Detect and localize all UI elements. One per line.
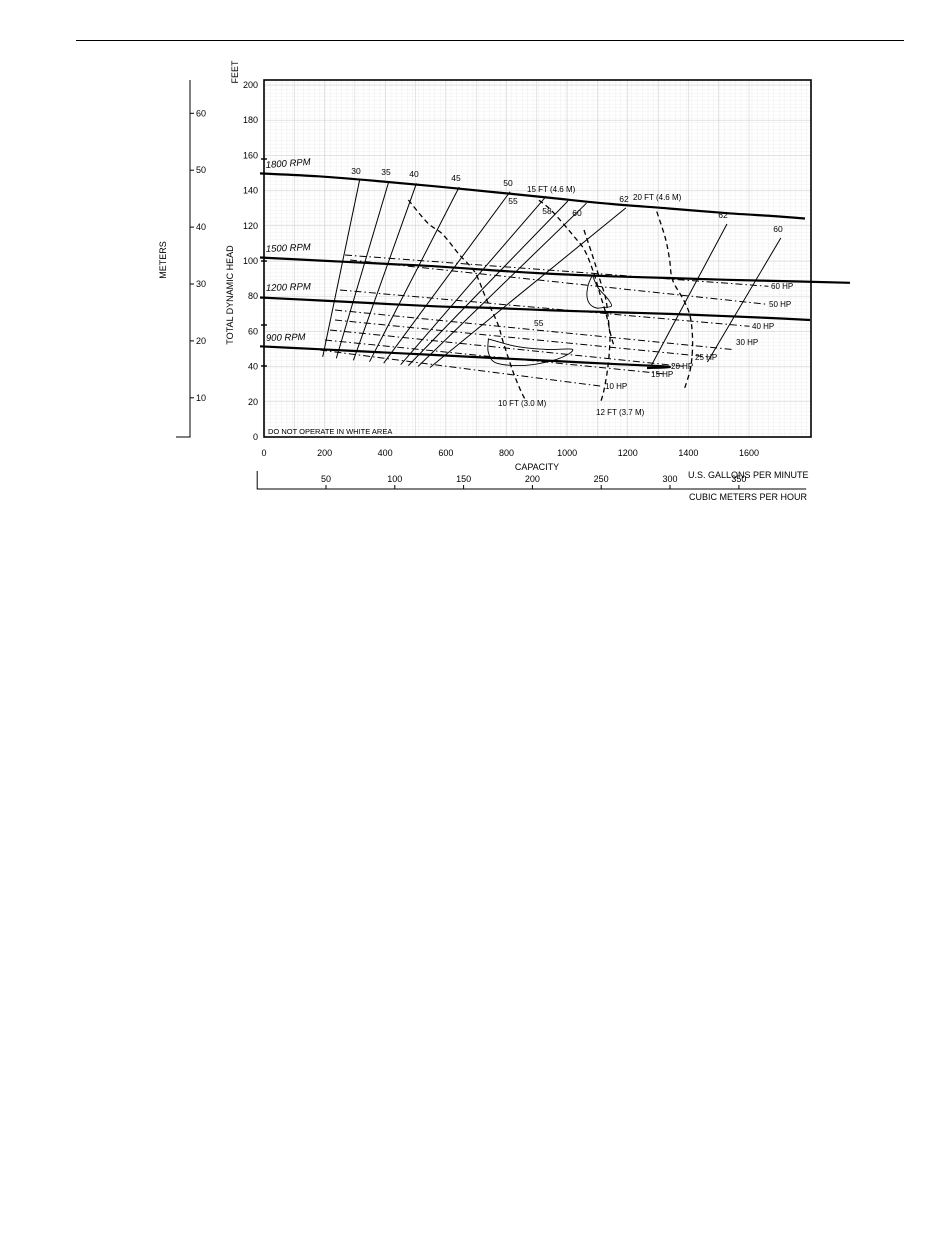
svg-text:55: 55: [534, 318, 544, 328]
svg-text:U.S. GALLONS PER MINUTE: U.S. GALLONS PER MINUTE: [688, 470, 809, 480]
svg-text:1600: 1600: [739, 448, 759, 458]
svg-text:20: 20: [248, 397, 258, 407]
svg-text:10 FT (3.0 M): 10 FT (3.0 M): [498, 399, 547, 408]
svg-text:600: 600: [438, 448, 453, 458]
svg-text:20: 20: [196, 336, 206, 346]
svg-text:100: 100: [387, 474, 402, 484]
svg-text:800: 800: [499, 448, 514, 458]
svg-text:50 HP: 50 HP: [769, 300, 791, 309]
svg-text:35: 35: [381, 167, 391, 177]
svg-text:15 HP: 15 HP: [651, 370, 673, 379]
svg-text:50: 50: [321, 474, 331, 484]
svg-text:METERS: METERS: [158, 241, 168, 279]
svg-text:50: 50: [196, 165, 206, 175]
svg-text:CUBIC METERS PER HOUR: CUBIC METERS PER HOUR: [689, 492, 808, 502]
svg-text:80: 80: [248, 291, 258, 301]
svg-text:DO NOT OPERATE IN WHITE AREA: DO NOT OPERATE IN WHITE AREA: [268, 427, 392, 436]
svg-text:1500 RPM: 1500 RPM: [266, 242, 311, 255]
svg-text:100: 100: [243, 256, 258, 266]
svg-text:FEET: FEET: [230, 60, 240, 84]
svg-text:58: 58: [542, 206, 552, 216]
svg-text:200: 200: [525, 474, 540, 484]
svg-text:40 HP: 40 HP: [752, 322, 774, 331]
svg-text:55: 55: [508, 196, 518, 206]
svg-text:10: 10: [196, 393, 206, 403]
svg-text:CAPACITY: CAPACITY: [515, 462, 559, 472]
svg-text:20 FT (4.6 M): 20 FT (4.6 M): [633, 193, 682, 202]
svg-text:60: 60: [196, 108, 206, 118]
svg-text:900 RPM: 900 RPM: [266, 332, 306, 344]
svg-text:400: 400: [378, 448, 393, 458]
svg-text:40: 40: [409, 169, 419, 179]
svg-text:50: 50: [503, 178, 513, 188]
svg-text:60: 60: [248, 326, 258, 336]
svg-text:0: 0: [253, 432, 258, 442]
svg-text:350: 350: [731, 474, 746, 484]
svg-text:45: 45: [451, 173, 461, 183]
svg-text:30: 30: [351, 166, 361, 176]
svg-text:1400: 1400: [678, 448, 698, 458]
svg-text:25 HP: 25 HP: [695, 353, 717, 362]
svg-text:140: 140: [243, 186, 258, 196]
svg-text:250: 250: [594, 474, 609, 484]
svg-text:30 HP: 30 HP: [736, 338, 758, 347]
svg-text:1000: 1000: [557, 448, 577, 458]
svg-text:300: 300: [662, 474, 677, 484]
svg-text:120: 120: [243, 221, 258, 231]
svg-text:1200 RPM: 1200 RPM: [266, 281, 311, 294]
svg-text:TOTAL DYNAMIC HEAD: TOTAL DYNAMIC HEAD: [225, 245, 235, 345]
svg-text:40: 40: [248, 362, 258, 372]
svg-text:200: 200: [317, 448, 332, 458]
svg-text:30: 30: [196, 279, 206, 289]
svg-text:1200: 1200: [618, 448, 638, 458]
svg-text:10 HP: 10 HP: [605, 382, 627, 391]
svg-text:180: 180: [243, 115, 258, 125]
svg-text:0: 0: [261, 448, 266, 458]
svg-text:62: 62: [619, 194, 629, 204]
svg-text:160: 160: [243, 150, 258, 160]
svg-text:15 FT (4.6 M): 15 FT (4.6 M): [527, 185, 576, 194]
svg-text:12 FT (3.7 M): 12 FT (3.7 M): [596, 408, 645, 417]
svg-text:62: 62: [718, 210, 728, 220]
svg-text:60: 60: [572, 208, 582, 218]
svg-text:200: 200: [243, 80, 258, 90]
svg-text:60 HP: 60 HP: [771, 282, 793, 291]
svg-text:150: 150: [456, 474, 471, 484]
svg-text:60: 60: [773, 224, 783, 234]
svg-text:40: 40: [196, 222, 206, 232]
